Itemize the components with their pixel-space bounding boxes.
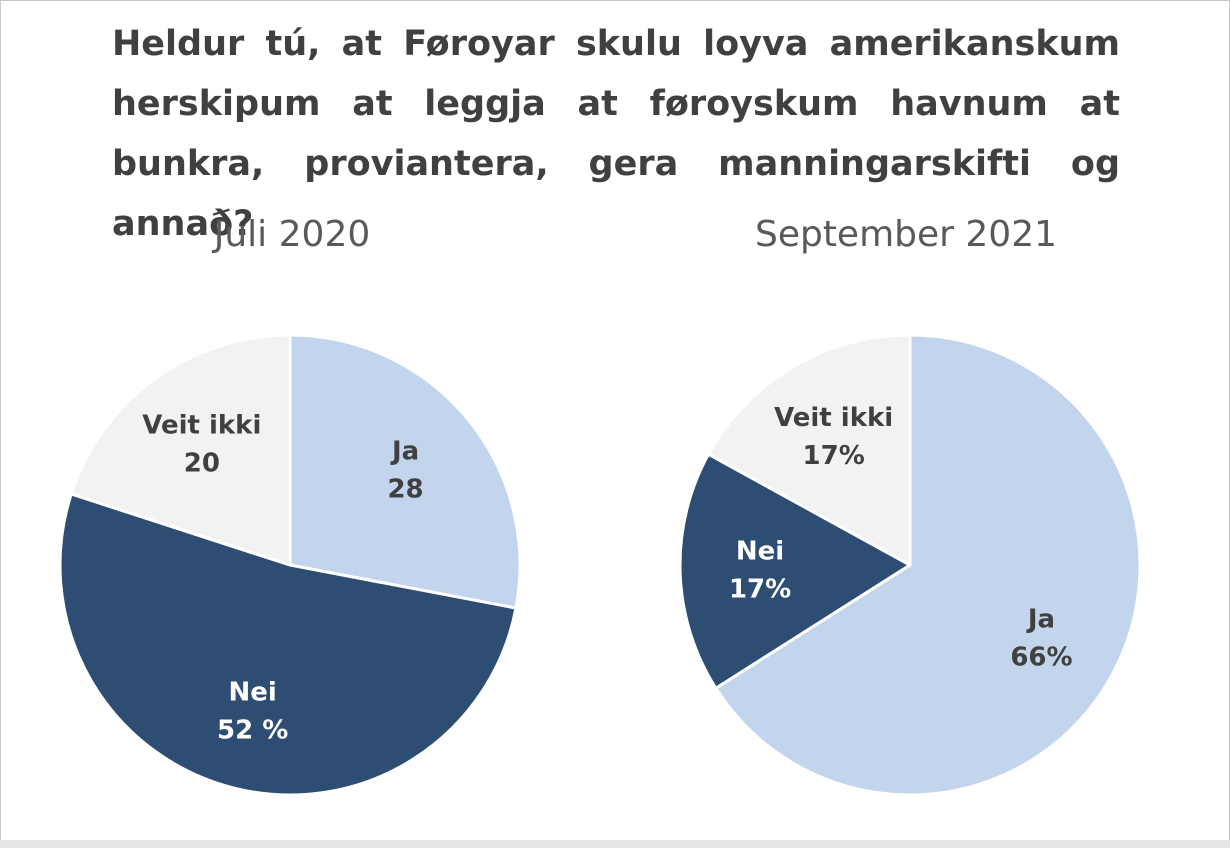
slice-label-name-veit-ikki: Veit ikki bbox=[142, 411, 261, 441]
pie-chart-july-2020: Ja 28 Nei 52 % Veit ikki 20 bbox=[58, 333, 522, 797]
pie-slice-nei bbox=[58, 492, 518, 797]
pie-slice-ja bbox=[288, 333, 522, 610]
slice-label-name-nei: Nei bbox=[736, 537, 784, 567]
slice-label-value-veit-ikki: 17% bbox=[803, 441, 865, 471]
pie-slice-veit-ikki bbox=[69, 333, 292, 567]
slice-label-value-nei: 52 % bbox=[217, 715, 288, 745]
chart-title-september-2021: September 2021 bbox=[754, 214, 1058, 255]
slice-label-value-veit-ikki: 20 bbox=[184, 449, 220, 479]
slice-label-name-nei: Nei bbox=[229, 677, 277, 707]
pie-slice-ja bbox=[714, 333, 1142, 797]
pie-slice-nei bbox=[678, 452, 912, 690]
slice-label-name-ja: Ja bbox=[1026, 604, 1055, 634]
slice-label-value-ja: 28 bbox=[387, 474, 423, 504]
slice-label-value-ja: 66% bbox=[1010, 642, 1072, 672]
slice-label-name-ja: Ja bbox=[390, 436, 419, 466]
pie-slice-veit-ikki bbox=[706, 333, 912, 567]
pie-chart-september-2021: Ja 66% Nei 17% Veit ikki 17% bbox=[678, 333, 1142, 797]
slice-label-value-nei: 17% bbox=[729, 575, 791, 605]
chart-title-july-2020: Juli 2020 bbox=[213, 214, 371, 255]
survey-question: Heldur tú, at Føroyar skulu loyva amerik… bbox=[112, 24, 1120, 244]
window-bottom-edge bbox=[0, 840, 1230, 848]
slice-label-name-veit-ikki: Veit ikki bbox=[774, 403, 893, 433]
